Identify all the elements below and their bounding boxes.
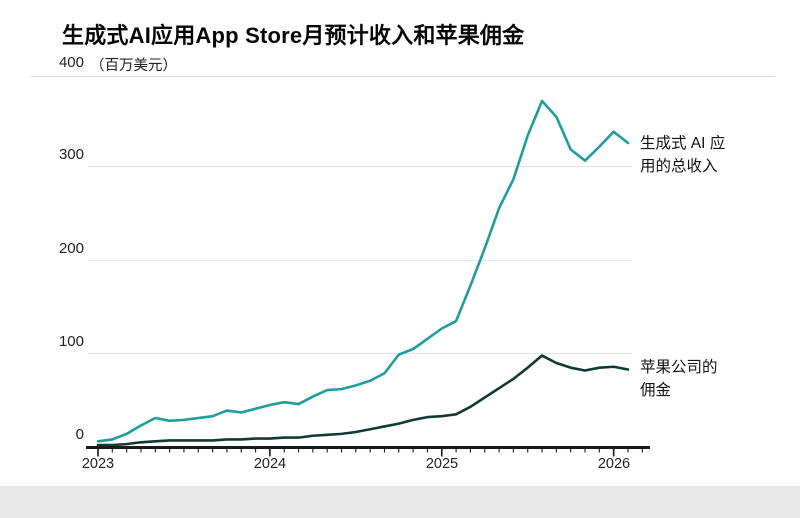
chart-title: 生成式AI应用App Store月预计收入和苹果佣金: [62, 23, 525, 48]
page-bottom-margin: [0, 486, 800, 518]
y-axis-unit: （百万美元）: [90, 58, 177, 74]
series-label-commission-line1: 苹果公司的: [640, 359, 718, 376]
y-tick-100: 100: [58, 333, 84, 350]
y-tick-0: 0: [75, 426, 84, 443]
x-tick-2026: 2026: [597, 456, 631, 472]
series-label-revenue: 生成式 AI 应 用的总收入: [640, 132, 790, 179]
gridline-200: [88, 260, 632, 261]
x-tick-2025: 2025: [425, 456, 459, 472]
series-label-revenue-line2: 用的总收入: [640, 158, 718, 176]
x-tick-2024: 2024: [253, 456, 287, 472]
y-tick-400: 400: [58, 54, 84, 71]
x-axis-line: [86, 446, 650, 449]
series-label-revenue-line1: 生成式 AI 应: [640, 135, 726, 152]
series-label-commission-line2: 佣金: [640, 382, 672, 400]
gridline-400: [30, 76, 775, 77]
y-tick-300: 300: [58, 146, 84, 163]
gridline-100: [88, 353, 632, 354]
gridline-300: [88, 166, 632, 167]
x-tick-2023: 2023: [81, 456, 115, 472]
y-tick-200: 200: [58, 240, 84, 257]
series-label-commission: 苹果公司的 佣金: [640, 356, 790, 403]
